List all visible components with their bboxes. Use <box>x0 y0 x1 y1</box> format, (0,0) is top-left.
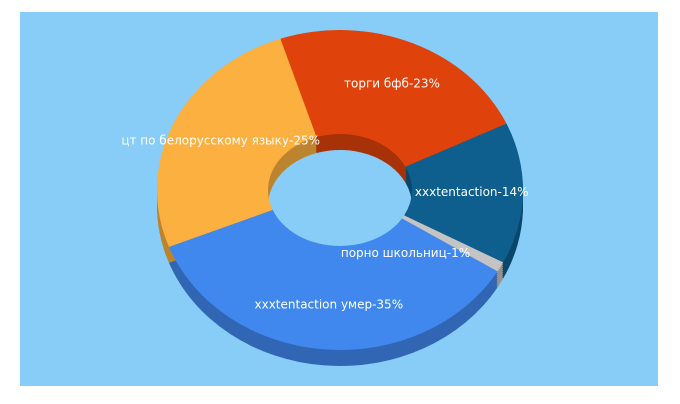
data-label: xxxtentaction-14% <box>415 185 529 199</box>
slice <box>401 215 504 272</box>
data-label: порно школьниц-1% <box>341 246 470 260</box>
slices <box>157 30 523 350</box>
slice <box>168 209 498 350</box>
slice <box>404 123 523 263</box>
slice <box>157 38 317 247</box>
labels: торги бфб-23% xxxtentaction-14% порно школ… <box>121 77 528 312</box>
data-label: торги бфб-23% <box>344 77 440 91</box>
slice <box>280 30 507 167</box>
data-label: цт по белорусскому языку-25% <box>121 134 320 148</box>
data-label: xxxtentaction умер-35% <box>254 297 403 311</box>
